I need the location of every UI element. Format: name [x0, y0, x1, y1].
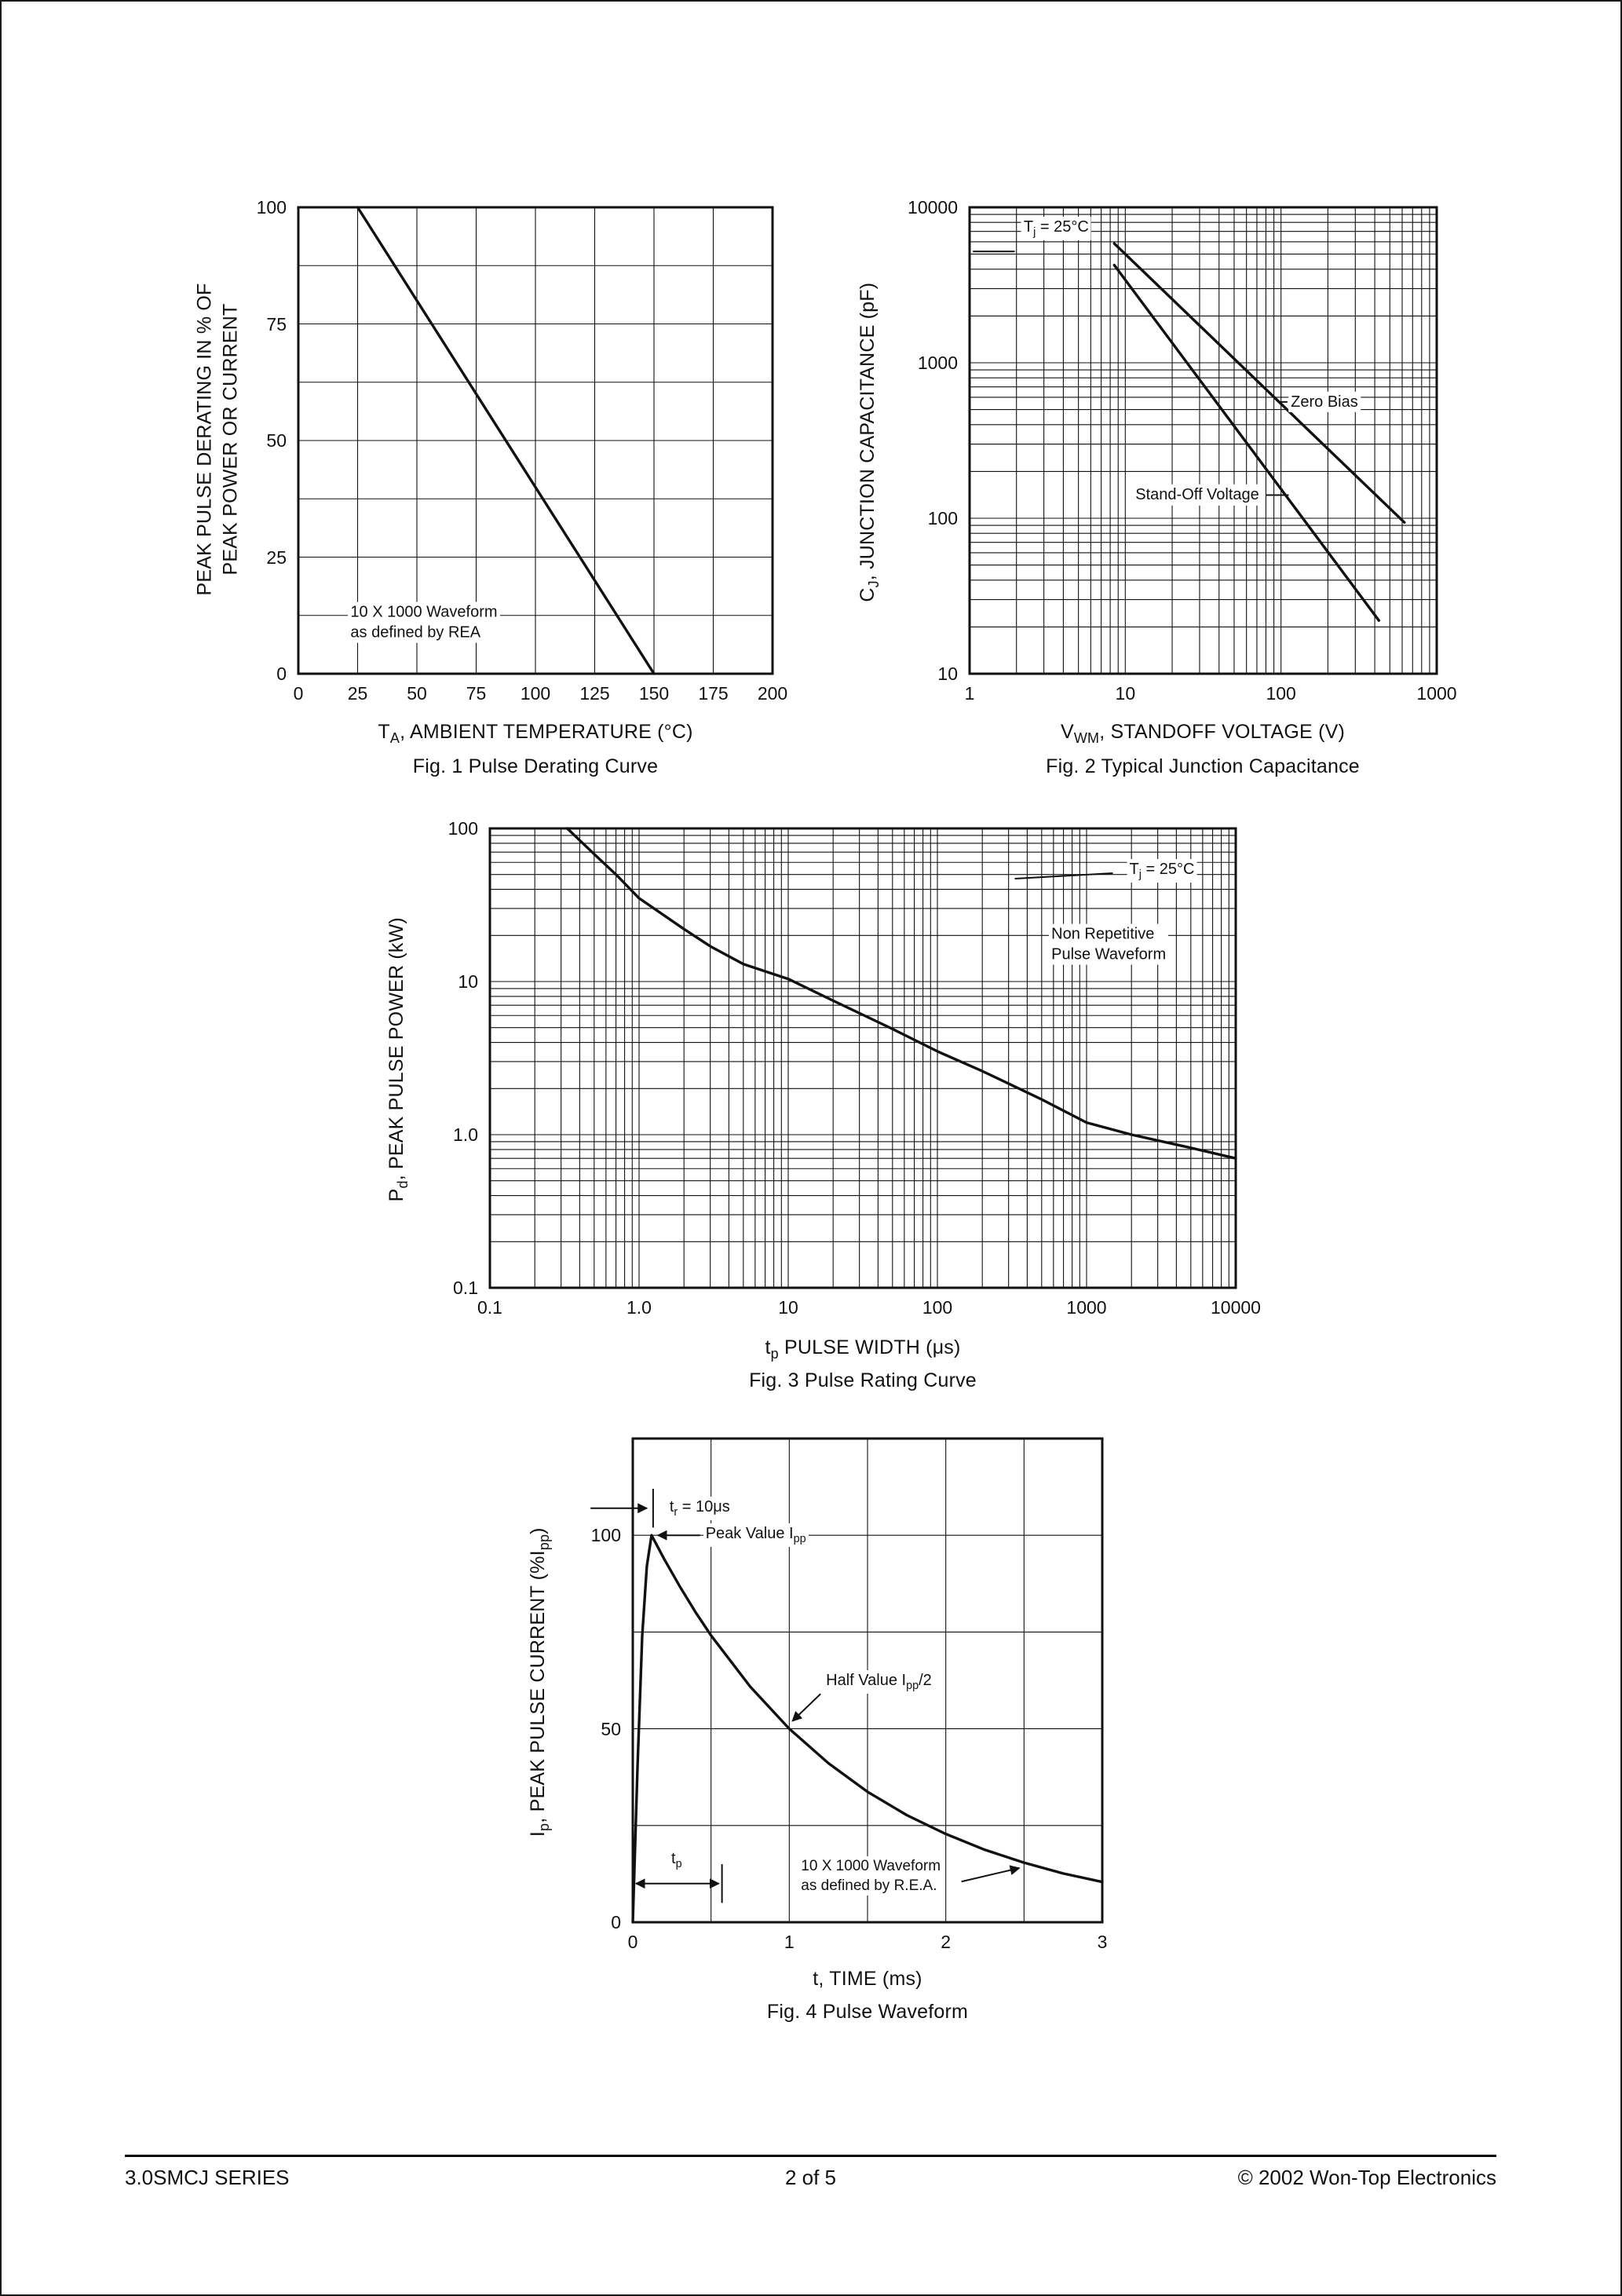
- fig1-waveform-note: 10 X 1000 Waveform as defined by REA: [348, 601, 500, 644]
- fig2-junction-capacitance-plot: [968, 206, 1438, 675]
- fig1-x-tick-25: 25: [347, 683, 368, 704]
- fig4-arrow-6: [961, 1865, 1021, 1883]
- fig4-arrow-3: [791, 1693, 821, 1722]
- fig1-plot-border: [297, 206, 774, 675]
- fig3-x-tick-10: 10: [778, 1297, 798, 1318]
- zero-bias-line: [1112, 242, 1406, 524]
- pulse-rating-curve: [565, 827, 1237, 1160]
- fig3-x-tick-1.0: 1.0: [627, 1297, 652, 1318]
- stand-off-voltage-line: [1112, 263, 1380, 622]
- fig2-x-tick-10: 10: [1115, 683, 1136, 704]
- fig2-caption: Fig. 2 Typical Junction Capacitance: [1046, 755, 1360, 777]
- fig4-tp-label: tp: [669, 1848, 685, 1873]
- fig1-y-tick-75: 75: [266, 313, 287, 335]
- fig2-x-tick-1: 1: [964, 683, 975, 704]
- fig1-x-tick-0: 0: [293, 683, 304, 704]
- fig4-y-tick-50: 50: [601, 1718, 621, 1739]
- fig2-y-tick-10: 10: [937, 664, 958, 684]
- fig3-x-tick-100: 100: [922, 1297, 953, 1318]
- fig2-plot-border: [968, 206, 1438, 675]
- fig2-zero-bias-label: Zero Bias: [1288, 391, 1361, 413]
- fig4-x-tick-2: 2: [941, 1932, 952, 1952]
- fig3-x-axis-title: tp PULSE WIDTH (μs): [765, 1336, 961, 1362]
- fig3-grid: [489, 828, 1237, 1289]
- fig4-half-value-label: Half Value Ipp/2: [824, 1670, 934, 1695]
- fig2-y-tick-1000: 1000: [917, 353, 958, 373]
- fig3-y-tick-1.0: 1.0: [453, 1124, 478, 1145]
- fig2-stand-off-voltage-label: Stand-Off Voltage: [1133, 484, 1262, 506]
- fig3-x-tick-1000: 1000: [1066, 1297, 1107, 1318]
- fig4-peak-value-label: Peak Value Ipp: [703, 1523, 809, 1548]
- fig1-x-tick-200: 200: [757, 683, 788, 704]
- fig3-y-tick-10: 10: [458, 971, 478, 992]
- fig1-caption: Fig. 1 Pulse Derating Curve: [412, 755, 659, 777]
- fig3-arrow-0: [1014, 872, 1113, 879]
- fig4-plot-border: [631, 1437, 1104, 1924]
- fig2-x-axis-title: VWM, STANDOFF VOLTAGE (V): [1060, 721, 1345, 746]
- footer-copyright: © 2002 Won-Top Electronics: [1237, 2166, 1496, 2189]
- fig4-y-tick-0: 0: [611, 1912, 621, 1932]
- fig3-tj-label: Tj = 25°C: [1127, 858, 1197, 883]
- fig4-x-axis-title: t, TIME (ms): [813, 1968, 922, 1990]
- fig3-x-tick-0.1: 0.1: [477, 1297, 502, 1318]
- fig4-pulse-waveform-plot: [590, 1437, 1104, 1924]
- fig3-y-tick-100: 100: [448, 818, 478, 839]
- footer-rule: [125, 2155, 1496, 2157]
- fig1-x-tick-100: 100: [520, 683, 551, 704]
- fig3-plot-border: [488, 827, 1237, 1289]
- fig1-y-tick-50: 50: [266, 430, 287, 451]
- fig2-y-tick-100: 100: [927, 508, 958, 528]
- fig3-pulse-rating-plot: [488, 827, 1237, 1289]
- fig1-x-tick-175: 175: [698, 683, 729, 704]
- fig4-caption: Fig. 4 Pulse Waveform: [766, 2001, 969, 2023]
- derating-line: [356, 206, 656, 675]
- fig2-grid: [969, 207, 1438, 675]
- fig4-x-tick-0: 0: [627, 1932, 638, 1952]
- fig2-y-tick-10000: 10000: [908, 197, 958, 218]
- fig2-y-axis-title: CJ, JUNCTION CAPACITANCE (pF): [856, 282, 882, 602]
- fig4-tr-label: tr = 10μs: [667, 1496, 732, 1520]
- fig3-y-axis-title: Pd, PEAK PULSE POWER (kW): [385, 917, 411, 1202]
- fig1-x-tick-75: 75: [466, 683, 487, 704]
- fig1-x-tick-150: 150: [638, 683, 670, 704]
- fig2-x-tick-100: 100: [1266, 683, 1296, 704]
- fig1-y-tick-0: 0: [276, 664, 287, 684]
- fig3-caption: Fig. 3 Pulse Rating Curve: [749, 1369, 977, 1391]
- fig4-y-axis-title: Ip, PEAK PULSE CURRENT (%Ipp): [526, 1527, 552, 1837]
- fig2-tj-label: Tj = 25°C: [1021, 217, 1091, 241]
- fig3-non-repetitive-label: Non Repetitive Pulse Waveform: [1049, 923, 1169, 965]
- fig1-x-axis-title: TA, AMBIENT TEMPERATURE (°C): [378, 721, 693, 746]
- fig3-y-tick-0.1: 0.1: [453, 1278, 478, 1298]
- fig3-x-tick-10000: 10000: [1211, 1297, 1261, 1318]
- fig4-waveform-note: 10 X 1000 Waveform as defined by R.E.A.: [798, 1855, 944, 1896]
- fig1-x-tick-125: 125: [579, 683, 610, 704]
- footer-series-name: 3.0SMCJ SERIES: [125, 2166, 290, 2189]
- fig4-x-tick-3: 3: [1097, 1932, 1108, 1952]
- footer-page-number: 2 of 5: [784, 2166, 837, 2189]
- fig4-y-tick-100: 100: [590, 1525, 621, 1546]
- pulse-waveform: [631, 1534, 1104, 1924]
- fig1-y-tick-25: 25: [266, 547, 287, 568]
- fig1-x-tick-50: 50: [407, 683, 427, 704]
- fig1-y-tick-100: 100: [256, 197, 287, 218]
- fig2-x-tick-1000: 1000: [1416, 683, 1457, 704]
- fig4-x-tick-1: 1: [784, 1932, 795, 1952]
